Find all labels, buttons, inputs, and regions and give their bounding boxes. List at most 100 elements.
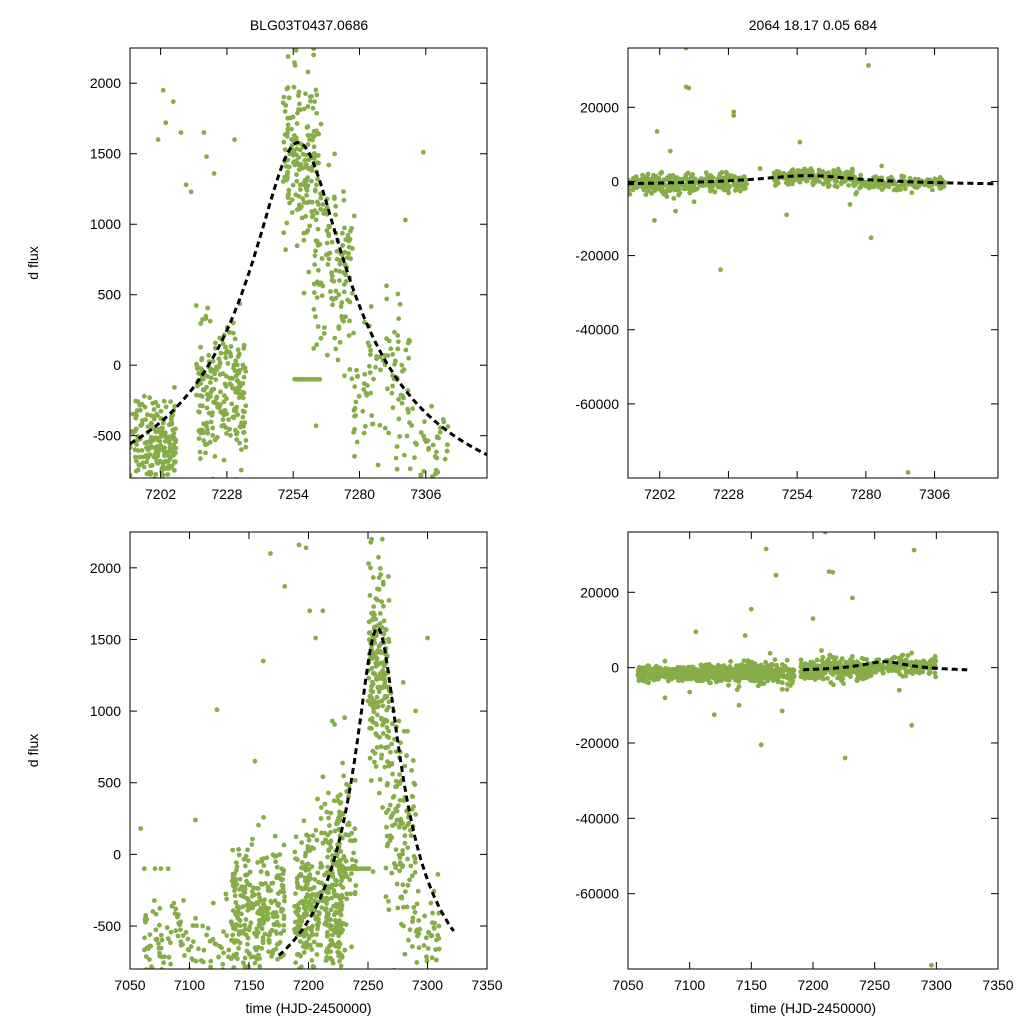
data-point bbox=[330, 302, 335, 308]
x-tick-label: 7350 bbox=[982, 977, 1013, 993]
data-point bbox=[336, 919, 342, 925]
data-point bbox=[436, 923, 442, 929]
data-point bbox=[238, 424, 243, 430]
data-point bbox=[168, 929, 174, 935]
data-point bbox=[388, 749, 393, 755]
data-point bbox=[392, 361, 397, 367]
data-point bbox=[160, 420, 166, 426]
data-point bbox=[209, 412, 215, 418]
data-point bbox=[305, 228, 311, 233]
data-point bbox=[333, 203, 339, 209]
data-point bbox=[811, 673, 817, 678]
data-point bbox=[791, 176, 797, 182]
data-point bbox=[390, 383, 395, 389]
data-point bbox=[285, 54, 291, 59]
data-point bbox=[387, 838, 393, 843]
data-point bbox=[434, 449, 439, 455]
data-point bbox=[319, 905, 325, 910]
data-point bbox=[399, 362, 405, 368]
data-point bbox=[221, 422, 227, 428]
data-point bbox=[252, 930, 257, 936]
data-point bbox=[855, 668, 861, 673]
data-point bbox=[261, 815, 266, 820]
data-point bbox=[351, 850, 356, 856]
data-point bbox=[203, 422, 209, 428]
data-point bbox=[380, 703, 386, 709]
data-point bbox=[339, 300, 345, 305]
data-point bbox=[330, 927, 336, 933]
data-point bbox=[384, 336, 389, 341]
y-tick-label: 1500 bbox=[90, 631, 121, 647]
data-point bbox=[315, 176, 320, 182]
data-point bbox=[429, 933, 435, 939]
data-points bbox=[635, 532, 939, 968]
data-point bbox=[400, 848, 405, 853]
data-point bbox=[280, 907, 286, 913]
data-point bbox=[289, 197, 295, 203]
data-point bbox=[432, 454, 438, 459]
data-point bbox=[282, 584, 288, 589]
data-point bbox=[220, 417, 226, 422]
data-point bbox=[858, 184, 864, 190]
data-point bbox=[172, 403, 178, 409]
data-point bbox=[383, 894, 389, 899]
data-point bbox=[372, 750, 378, 756]
data-point bbox=[208, 991, 213, 996]
data-point bbox=[386, 728, 392, 734]
data-point bbox=[297, 932, 303, 938]
x-tick-label: 7300 bbox=[921, 977, 952, 993]
data-point bbox=[158, 866, 164, 872]
data-point bbox=[144, 439, 150, 445]
data-point bbox=[181, 898, 186, 903]
data-point bbox=[406, 937, 411, 943]
data-point bbox=[231, 965, 237, 969]
data-point bbox=[314, 92, 320, 98]
data-point bbox=[212, 454, 218, 459]
data-point bbox=[243, 403, 249, 409]
data-point bbox=[640, 184, 646, 189]
data-point bbox=[304, 162, 309, 168]
data-point bbox=[374, 674, 380, 680]
data-point bbox=[868, 673, 874, 679]
data-point bbox=[414, 442, 419, 447]
data-point bbox=[293, 891, 298, 896]
data-point bbox=[330, 870, 335, 876]
data-point bbox=[333, 910, 338, 916]
data-point bbox=[307, 608, 313, 614]
data-point bbox=[140, 418, 145, 423]
data-point bbox=[798, 657, 804, 663]
data-point bbox=[672, 671, 677, 677]
data-point bbox=[333, 288, 339, 294]
data-point bbox=[399, 894, 404, 900]
data-point bbox=[723, 169, 729, 175]
data-point bbox=[377, 621, 383, 626]
data-point bbox=[268, 551, 273, 556]
data-point bbox=[243, 444, 249, 450]
data-point bbox=[652, 218, 657, 223]
data-point bbox=[164, 925, 170, 930]
data-point bbox=[340, 243, 346, 248]
data-point bbox=[322, 325, 327, 330]
data-point bbox=[214, 434, 220, 440]
data-point bbox=[252, 945, 258, 951]
data-point bbox=[430, 920, 435, 926]
data-point bbox=[441, 483, 446, 488]
data-point bbox=[435, 469, 441, 475]
data-point bbox=[388, 815, 394, 820]
data-point bbox=[409, 873, 415, 879]
data-point bbox=[332, 196, 337, 201]
data-point bbox=[297, 204, 303, 210]
data-point bbox=[236, 379, 242, 385]
data-point bbox=[681, 186, 687, 192]
data-point bbox=[405, 845, 411, 850]
data-point bbox=[300, 151, 306, 157]
y-axis-label: d flux bbox=[25, 246, 41, 279]
data-point bbox=[232, 386, 238, 392]
data-point bbox=[333, 973, 338, 978]
data-point bbox=[333, 346, 339, 352]
data-point bbox=[277, 939, 283, 945]
data-point bbox=[316, 910, 322, 915]
data-point bbox=[377, 422, 383, 428]
data-point bbox=[214, 707, 220, 713]
